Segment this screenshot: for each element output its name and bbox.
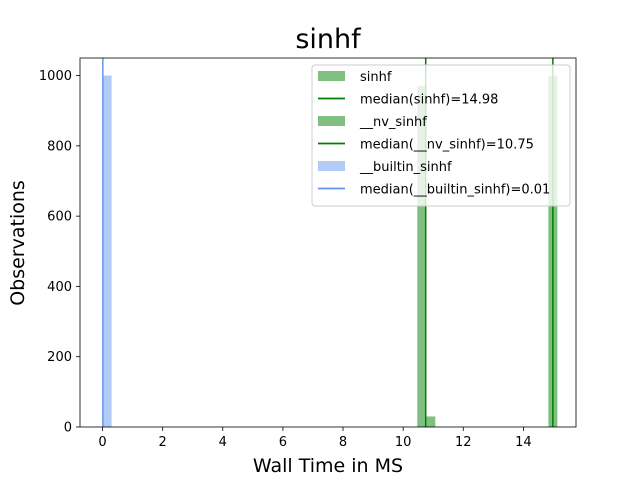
legend-label-3: median(__nv_sinhf)=10.75 <box>360 138 534 153</box>
legend-box <box>311 64 571 207</box>
y-tick-label-0: 0 <box>64 421 72 436</box>
x-tick-label-3: 6 <box>279 435 287 450</box>
x-tick-label-6: 12 <box>455 435 472 450</box>
x-tick-label-1: 2 <box>159 435 167 450</box>
legend: sinhf median(sinhf)=14.98 __nv_sinhfmedian… <box>311 64 571 207</box>
legend-label-5: median(__builtin_sinhf)=0.01 <box>360 183 550 198</box>
legend-label-0: sinhf <box>360 70 392 85</box>
legend-label-4: __builtin_sinhf <box>359 160 452 175</box>
axes: 0 2 4 6 8 10 12 14 0 200 400 600 800 1000 <box>39 57 577 450</box>
axes-frame <box>79 57 577 428</box>
y-tick-label-1: 200 <box>47 350 72 365</box>
x-tick-label-2: 4 <box>219 435 227 450</box>
x-tick-label-4: 8 <box>339 435 347 450</box>
legend-swatch-0 <box>318 71 345 81</box>
chart-title: sinhf <box>295 24 362 55</box>
y-tick-label-2: 400 <box>47 280 72 295</box>
histogram-bar-2-0 <box>102 75 112 428</box>
y-tick-label-4: 800 <box>47 139 72 154</box>
x-tick-label-5: 10 <box>395 435 412 450</box>
y-axis-label: Observations <box>7 180 29 306</box>
y-tick-label-3: 600 <box>47 210 72 225</box>
y-tick-label-5: 1000 <box>39 69 72 84</box>
x-tick-label-7: 14 <box>515 435 532 450</box>
histogram-bar-1-0 <box>417 86 427 427</box>
x-axis-label: Wall Time in MS <box>253 455 403 477</box>
x-tick-label-0: 0 <box>98 435 106 450</box>
legend-label-1: median(sinhf)=14.98 <box>360 93 498 108</box>
legend-label-2: __nv_sinhf <box>359 115 427 130</box>
legend-swatch-4 <box>318 161 345 171</box>
legend-swatch-2 <box>318 116 345 126</box>
histogram-bar-1-1 <box>426 416 436 427</box>
